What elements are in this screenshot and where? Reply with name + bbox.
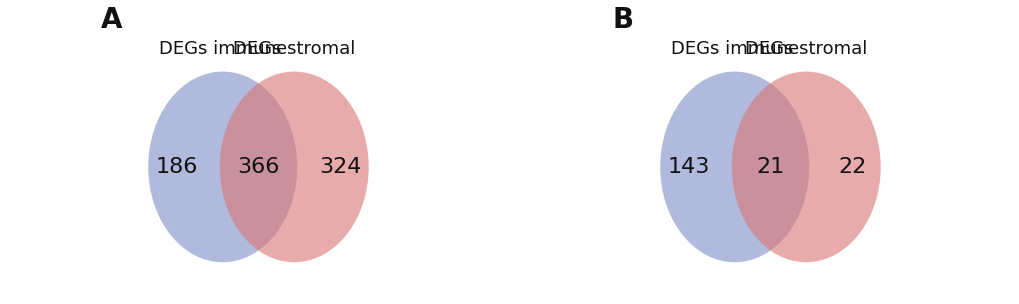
Text: A: A xyxy=(101,6,122,34)
Text: 366: 366 xyxy=(237,157,279,177)
Text: 186: 186 xyxy=(155,157,198,177)
Text: DEGs immune: DEGs immune xyxy=(159,40,286,58)
Text: 143: 143 xyxy=(666,157,709,177)
Text: 22: 22 xyxy=(838,157,866,177)
Text: 21: 21 xyxy=(756,157,784,177)
Ellipse shape xyxy=(219,71,368,262)
Ellipse shape xyxy=(148,71,297,262)
Text: DEGs stromal: DEGs stromal xyxy=(744,40,866,58)
Ellipse shape xyxy=(731,71,879,262)
Text: 324: 324 xyxy=(319,157,361,177)
Text: DEGs stromal: DEGs stromal xyxy=(232,40,355,58)
Ellipse shape xyxy=(659,71,808,262)
Text: DEGs immune: DEGs immune xyxy=(671,40,798,58)
Text: B: B xyxy=(612,6,633,34)
